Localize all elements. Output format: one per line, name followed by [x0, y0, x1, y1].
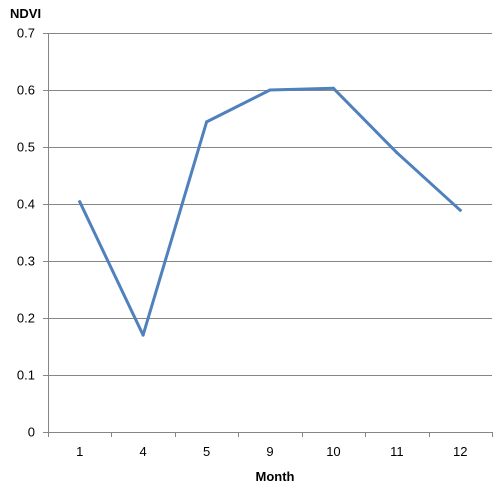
data-point: [331, 86, 335, 90]
y-tick-label: 0.6: [17, 83, 35, 98]
data-point: [78, 200, 82, 204]
y-axis-title: NDVI: [10, 6, 41, 21]
data-point: [141, 333, 145, 337]
data-point: [395, 151, 399, 155]
y-tick-label: 0.1: [17, 368, 35, 383]
x-tick-label: 5: [203, 444, 210, 459]
x-tick-label: 11: [390, 444, 404, 459]
x-tick-label: 1: [76, 444, 83, 459]
y-tick-labels: 0 0.1 0.2 0.3 0.4 0.5 0.6 0.7: [17, 26, 35, 440]
x-tick-label: 4: [140, 444, 147, 459]
x-tick-label: 12: [453, 444, 467, 459]
y-tick-label: 0.2: [17, 311, 35, 326]
y-tick-label: 0.3: [17, 254, 35, 269]
x-axis-title: Month: [256, 469, 295, 484]
gridlines: [48, 33, 492, 376]
y-tick-label: 0: [28, 425, 35, 440]
series-line: [78, 86, 462, 337]
data-point: [205, 120, 209, 124]
x-tick-label: 10: [326, 444, 340, 459]
x-tick-label: 9: [266, 444, 273, 459]
data-point: [268, 88, 272, 92]
y-tick-label: 0.4: [17, 197, 35, 212]
series-layer: [78, 86, 462, 337]
y-tick-label: 0.7: [17, 26, 35, 41]
y-tick-label: 0.5: [17, 140, 35, 155]
axes: [43, 33, 493, 437]
x-tick-labels: 1 4 5 9 10 11 12: [76, 444, 467, 459]
data-point: [458, 208, 462, 212]
